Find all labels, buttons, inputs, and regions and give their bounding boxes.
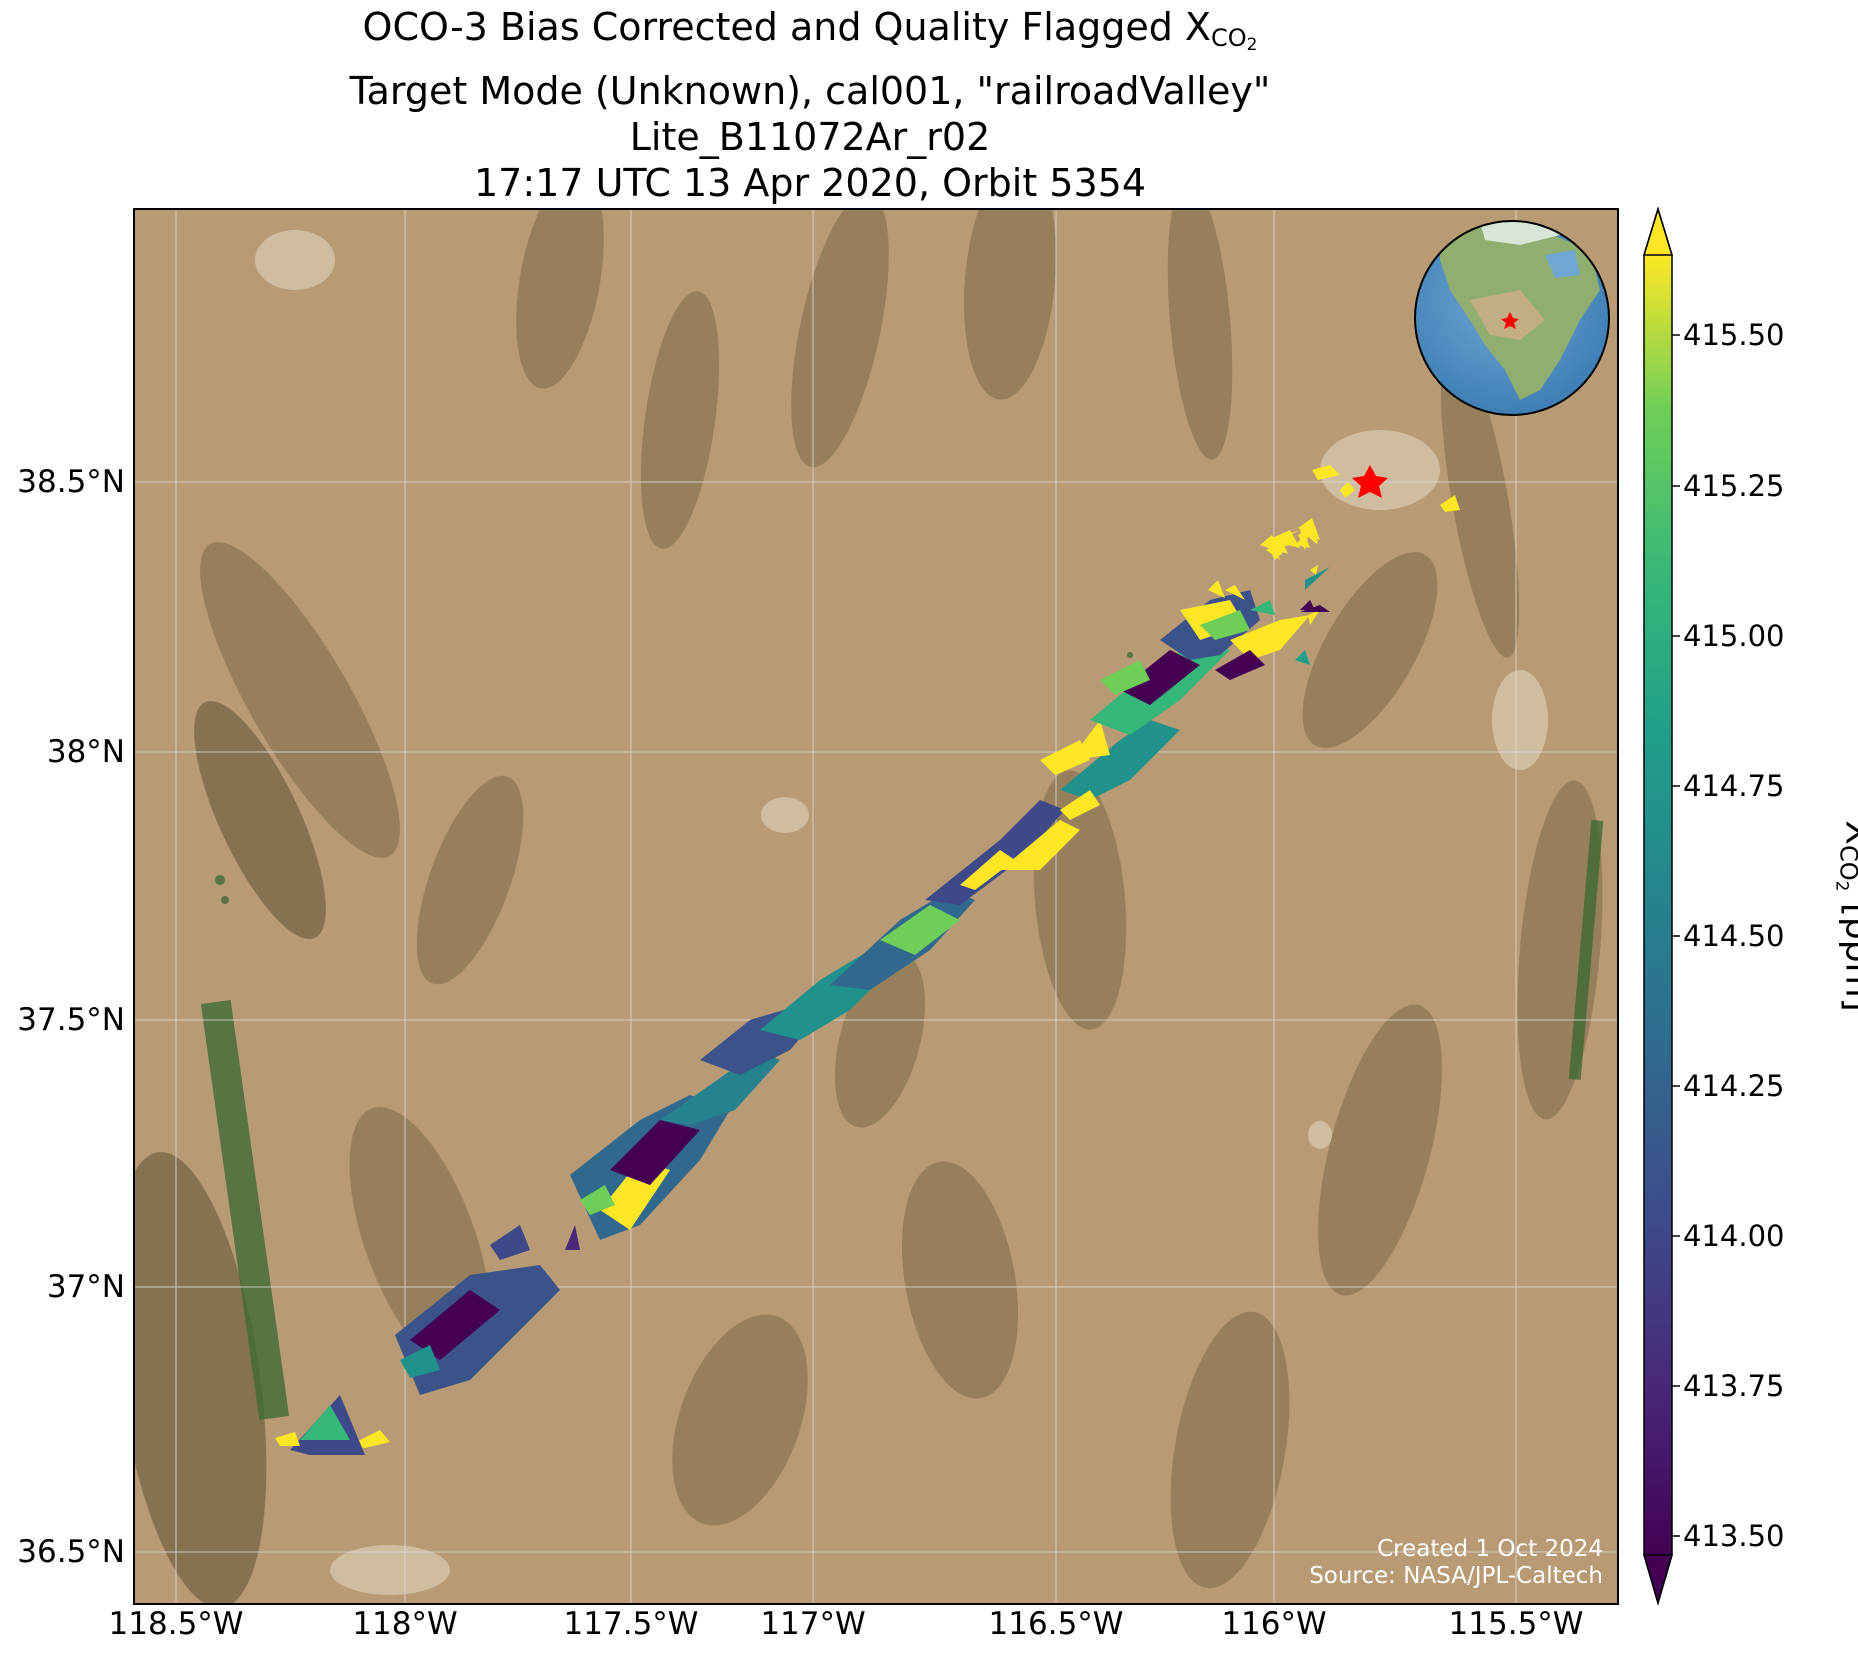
colorbar	[1642, 206, 1680, 1606]
colorbar-tick-label: 415.50	[1683, 318, 1785, 352]
colorbar-tick-label: 414.75	[1683, 769, 1785, 803]
lat-tick-label: 38°N	[46, 734, 125, 770]
lat-tick-label: 37.5°N	[17, 1002, 125, 1038]
lat-tick-label: 38.5°N	[17, 464, 125, 500]
colorbar-tick-label: 413.50	[1683, 1519, 1785, 1553]
lon-tick-label: 115.5°W	[1448, 1606, 1584, 1642]
title-line-4: 17:17 UTC 13 Apr 2020, Orbit 5354	[473, 161, 1146, 205]
credit-created: Created 1 Oct 2024	[1377, 1536, 1603, 1562]
lon-tick-label: 116.5°W	[988, 1606, 1124, 1642]
map-frame	[133, 208, 1619, 1605]
target-star-marker	[1352, 465, 1388, 498]
plot-title: OCO-3 Bias Corrected and Quality Flagged…	[130, 4, 1490, 206]
xco2-swath	[275, 465, 1460, 1455]
lon-tick-label: 118°W	[352, 1606, 458, 1642]
lon-tick-label: 116°W	[1221, 1606, 1327, 1642]
lat-tick-label: 37°N	[46, 1269, 125, 1305]
colorbar-tick-label: 415.00	[1683, 619, 1785, 653]
colorbar-tick-label: 414.25	[1683, 1069, 1785, 1103]
lat-tick-label: 36.5°N	[17, 1534, 125, 1570]
inset-globe-locator	[1414, 220, 1610, 416]
map-gridlines	[134, 209, 1618, 1604]
colorbar-label: XCO2 [ppm]	[1831, 820, 1858, 1012]
lon-tick-label: 117.5°W	[563, 1606, 699, 1642]
lon-tick-label: 117°W	[760, 1606, 866, 1642]
title-line-3: Lite_B11072Ar_r02	[629, 115, 991, 159]
colorbar-tick-label: 414.50	[1683, 919, 1785, 953]
colorbar-tick-label: 414.00	[1683, 1219, 1785, 1253]
colorbar-tick-label: 413.75	[1683, 1369, 1785, 1403]
terrain-basemap	[134, 209, 1618, 1604]
colorbar-tick-label: 415.25	[1683, 469, 1785, 503]
credit-source: Source: NASA/JPL-Caltech	[1309, 1563, 1603, 1589]
title-line-2: Target Mode (Unknown), cal001, "railroad…	[349, 69, 1271, 113]
title-line-1: OCO-3 Bias Corrected and Quality Flagged…	[362, 5, 1258, 55]
lon-tick-label: 118.5°W	[108, 1606, 244, 1642]
